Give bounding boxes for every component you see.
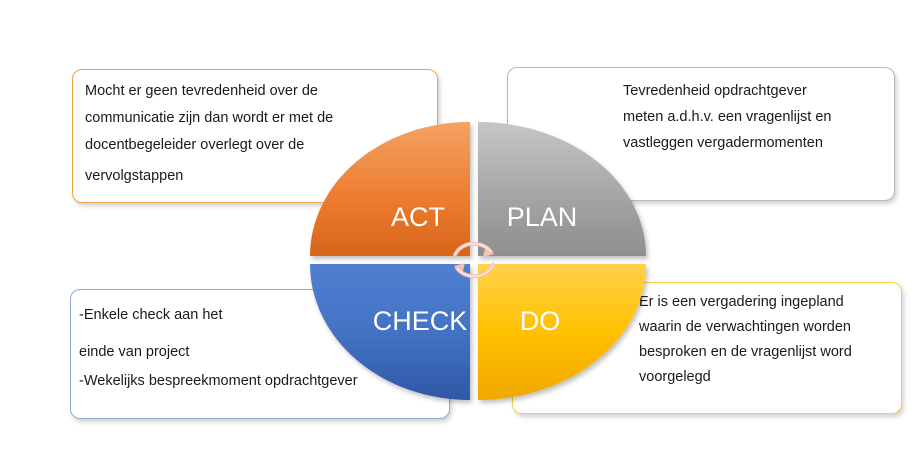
do-label: DO [520,306,561,336]
do-note-line: Er is een vergadering ingepland [639,294,844,310]
check-note-line: -Wekelijks bespreekmoment opdrachtgever [79,373,358,389]
plan-note-line: Tevredenheid opdrachtgever [623,83,807,99]
check-note-line: -Enkele check aan het [79,307,223,323]
check-label: CHECK [373,306,468,336]
do-note-line: waarin de verwachtingen worden [639,319,851,335]
plan-quadrant [478,122,646,256]
act-note-line: communicatie zijn dan wordt er met de [85,110,334,126]
cycle-arrows-icon [453,241,495,279]
act-label: ACT [391,202,445,232]
act-quadrant [310,122,470,256]
act-note: Mocht er geen tevredenheid over de commu… [72,69,438,203]
act-note-line: Mocht er geen tevredenheid over de [85,83,318,99]
plan-note-line: meten a.d.h.v. een vragenlijst en [623,109,832,125]
do-note-line: voorgelegd [639,369,711,385]
do-note-line: besproken en de vragenlijst word [639,344,852,360]
act-note-line: vervolgstappen [85,168,184,184]
check-note-line: einde van project [79,344,190,360]
check-quadrant [310,264,470,400]
do-quadrant [478,264,646,400]
plan-label: PLAN [507,202,578,232]
act-note-line: docentbegeleider overlegt over de [85,137,305,153]
plan-note-line: vastleggen vergadermomenten [623,135,823,151]
